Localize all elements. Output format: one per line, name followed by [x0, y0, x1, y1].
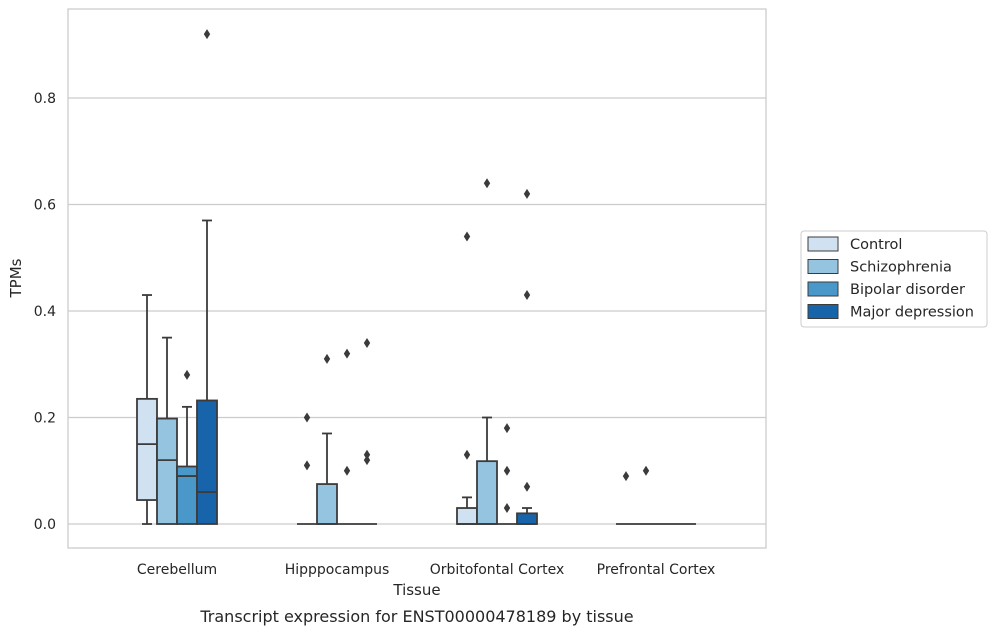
legend-swatch [807, 281, 839, 297]
outlier-point [523, 188, 531, 199]
outlier-point [642, 465, 650, 476]
outlier-point [523, 481, 531, 492]
outlier-point [622, 471, 630, 482]
outlier-point [343, 465, 351, 476]
y-tick-label: 0.0 [34, 517, 56, 533]
box-major-depression [357, 337, 377, 525]
box-iqr [476, 460, 498, 525]
outlier-point [323, 353, 331, 364]
box-schizophrenia [636, 465, 656, 525]
box-iqr [156, 417, 178, 525]
box-iqr [456, 507, 478, 525]
y-tick-label: 0.6 [34, 198, 56, 214]
y-tick-labels: 0.0 0.2 0.4 0.6 0.8 [34, 91, 56, 533]
outlier-point [303, 412, 311, 423]
y-tick-label: 0.2 [34, 411, 56, 427]
box-control [297, 412, 317, 525]
outlier-point [183, 369, 191, 380]
legend-frame [800, 230, 988, 328]
legend-swatch [807, 236, 839, 252]
outlier-point [463, 449, 471, 460]
box-bipolar-disorder [497, 423, 517, 525]
y-axis-title: TPMs [7, 258, 25, 298]
x-tick-label: Cerebellum [137, 562, 217, 578]
outlier-point [503, 465, 511, 476]
legend-swatch [807, 259, 839, 274]
box-iqr [136, 397, 158, 501]
box-bipolar-disorder [337, 348, 357, 525]
legend: Control Schizophrenia Bipolar disorder Majo… [800, 230, 988, 328]
box-groups [136, 29, 696, 525]
y-tick-label: 0.8 [34, 91, 56, 107]
legend-label: Major depression [850, 305, 974, 321]
outlier-point [343, 348, 351, 359]
legend-swatch [807, 304, 839, 319]
box-iqr [516, 512, 538, 525]
outlier-point [363, 449, 371, 460]
x-tick-labels: Cerebellum Hipppocampus Orbitofontal Corte… [137, 562, 715, 578]
outlier-point [483, 178, 491, 189]
box-control [616, 471, 636, 525]
legend-label: Control [850, 237, 902, 253]
x-axis-title: Tissue [392, 581, 440, 599]
outlier-point [523, 290, 531, 301]
x-tick-label: Prefrontal Cortex [597, 562, 716, 578]
x-tick-label: Orbitofontal Cortex [430, 562, 565, 578]
chart-caption: Transcript expression for ENST0000047818… [199, 607, 633, 626]
x-tick-label: Hipppocampus [285, 562, 390, 578]
plot-frame [67, 8, 767, 549]
outlier-point [503, 423, 511, 434]
legend-label: Bipolar disorder [850, 282, 965, 298]
outlier-point [363, 455, 371, 466]
outlier-point [303, 460, 311, 471]
box-major-depression [516, 188, 538, 525]
plot-background [68, 9, 766, 548]
outlier-point [203, 29, 211, 40]
box-schizophrenia [316, 353, 338, 525]
outlier-point [503, 503, 511, 514]
box-iqr [316, 483, 338, 525]
box-control [136, 294, 158, 525]
outlier-point [463, 231, 471, 242]
box-major-depression [196, 29, 218, 525]
box-iqr [176, 465, 198, 525]
outlier-point [363, 337, 371, 348]
box-iqr [196, 399, 218, 525]
legend-label: Schizophrenia [850, 260, 952, 276]
y-tick-label: 0.4 [34, 304, 56, 320]
box-schizophrenia [476, 178, 498, 525]
